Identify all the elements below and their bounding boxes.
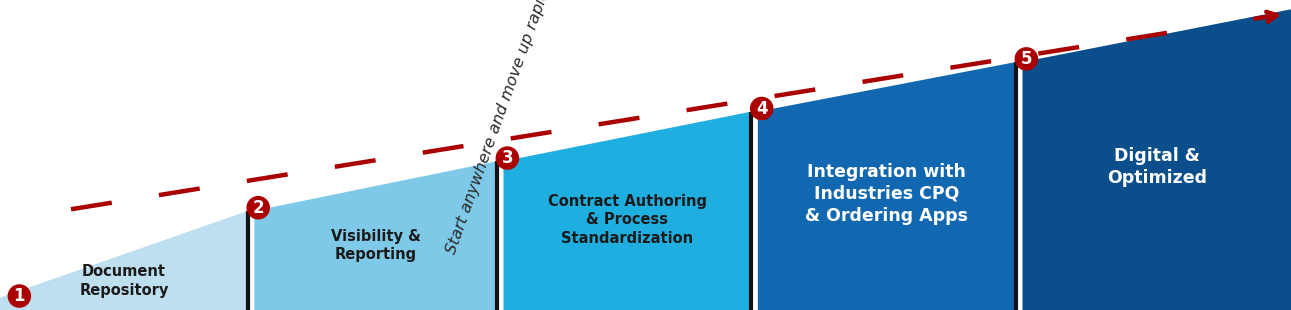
Ellipse shape	[8, 284, 31, 308]
Text: 5: 5	[1021, 50, 1032, 68]
Text: Document
Repository: Document Repository	[79, 264, 169, 298]
Ellipse shape	[247, 196, 270, 219]
Text: 3: 3	[501, 149, 514, 167]
Polygon shape	[0, 211, 248, 310]
Text: Contract Authoring
& Process
Standardization: Contract Authoring & Process Standardiza…	[547, 194, 707, 246]
Polygon shape	[503, 112, 751, 310]
Ellipse shape	[750, 97, 773, 120]
Text: 1: 1	[14, 287, 25, 305]
Text: Digital &
Optimized: Digital & Optimized	[1106, 147, 1207, 188]
Polygon shape	[254, 161, 497, 310]
Ellipse shape	[496, 146, 519, 170]
Polygon shape	[1022, 9, 1291, 310]
Text: 2: 2	[252, 199, 265, 217]
Polygon shape	[758, 62, 1016, 310]
Ellipse shape	[1015, 47, 1038, 71]
Text: Integration with
Industries CPQ
& Ordering Apps: Integration with Industries CPQ & Orderi…	[806, 163, 968, 225]
Text: Start anywhere and move up rapidly: Start anywhere and move up rapidly	[444, 0, 558, 255]
Text: 4: 4	[755, 100, 768, 117]
Text: Visibility &
Reporting: Visibility & Reporting	[330, 229, 421, 262]
